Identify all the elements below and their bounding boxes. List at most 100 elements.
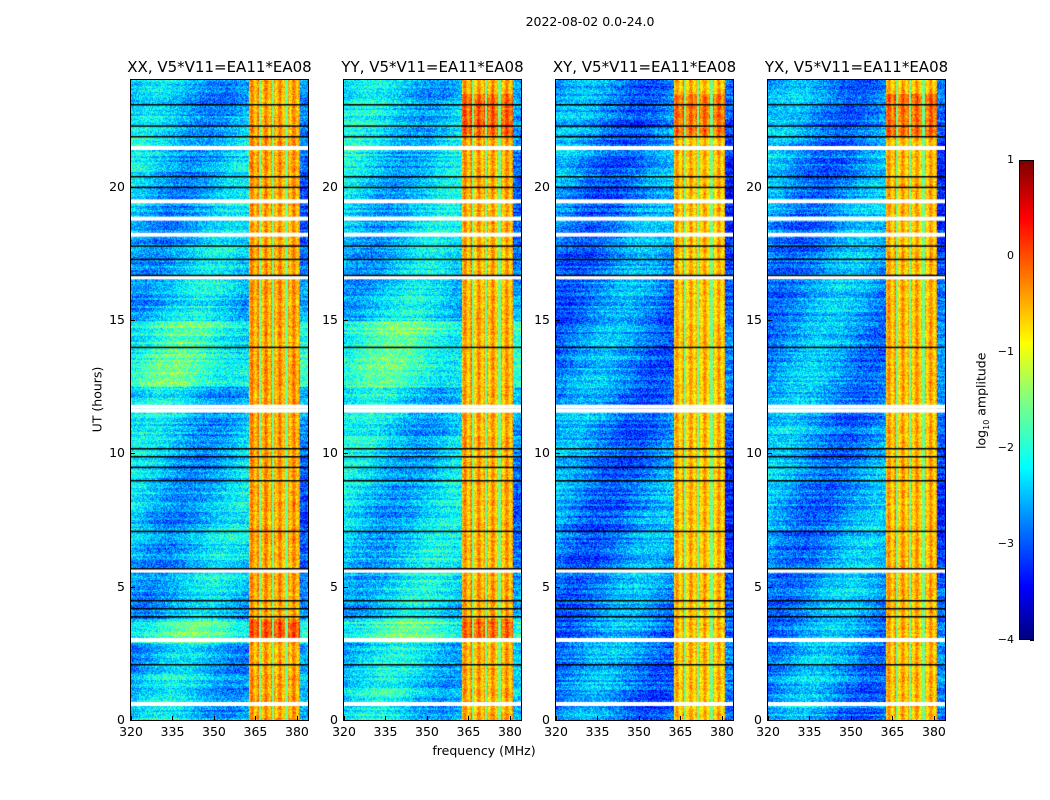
y-tick-label: 20	[109, 178, 125, 194]
x-tick-label: 335	[585, 724, 610, 739]
x-tick-label: 380	[922, 724, 946, 739]
panel-title: YX, V5*V11=EA11*EA08	[764, 58, 949, 76]
y-tick-mark	[344, 720, 348, 721]
heatmap-image	[344, 80, 521, 720]
x-tick-mark	[597, 716, 599, 720]
x-tick-mark	[255, 716, 257, 720]
x-tick-mark	[426, 716, 428, 720]
x-tick-label: 320	[332, 724, 356, 739]
y-tick-mark	[768, 720, 772, 721]
x-tick-label: 320	[119, 724, 143, 739]
y-tick-mark	[768, 320, 772, 321]
y-tick-label: 15	[534, 312, 550, 327]
x-tick-label: 350	[415, 724, 439, 739]
y-tick-label: 0	[330, 712, 338, 727]
x-tick-mark	[213, 716, 215, 720]
x-tick-mark	[892, 716, 894, 720]
y-tick-mark	[131, 320, 135, 321]
y-tick-label: 0	[754, 712, 762, 727]
y-tick-label: 10	[534, 445, 550, 461]
x-tick-mark	[172, 716, 174, 720]
colorbar-tick-mark	[1030, 640, 1034, 641]
x-tick-label: 380	[285, 724, 309, 739]
y-tick-label: 20	[746, 178, 762, 194]
x-tick-label: 320	[756, 724, 780, 739]
x-tick-mark	[296, 716, 298, 720]
y-tick-label: 10	[746, 445, 762, 461]
heatmap-image	[556, 80, 733, 720]
y-tick-mark	[131, 720, 135, 721]
y-tick-mark	[556, 186, 560, 188]
y-tick-mark	[131, 453, 135, 455]
y-tick-mark	[768, 586, 772, 588]
heatmap-image	[131, 80, 308, 720]
x-tick-label: 350	[202, 724, 226, 739]
y-tick-mark	[344, 586, 348, 588]
x-tick-mark	[809, 716, 811, 720]
heatmap-panel	[343, 79, 522, 721]
x-tick-mark	[556, 716, 557, 720]
x-tick-label: 365	[456, 724, 481, 739]
y-tick-label: 20	[322, 178, 338, 194]
panel-title: YY, V5*V11=EA11*EA08	[341, 58, 524, 76]
y-tick-mark	[768, 186, 772, 188]
colorbar-tick-label: −4	[997, 633, 1014, 646]
x-tick-label: 335	[160, 724, 185, 739]
x-tick-mark	[638, 716, 640, 720]
x-tick-label: 335	[797, 724, 822, 739]
x-axis-label: frequency (MHz)	[432, 743, 536, 758]
x-tick-mark	[131, 716, 132, 720]
colorbar-label: log10 amplitude	[973, 352, 991, 449]
panel-title: XY, V5*V11=EA11*EA08	[552, 58, 737, 76]
x-tick-label: 350	[839, 724, 863, 739]
y-tick-mark	[556, 720, 560, 721]
x-tick-mark	[721, 716, 723, 720]
heatmap-image	[768, 80, 945, 720]
y-tick-label: 15	[322, 312, 338, 327]
x-tick-label: 380	[498, 724, 522, 739]
x-tick-label: 320	[544, 724, 568, 739]
y-tick-label: 5	[330, 578, 338, 594]
y-tick-label: 15	[746, 312, 762, 327]
y-axis-label: UT (hours)	[89, 366, 105, 433]
x-tick-mark	[509, 716, 511, 720]
colorbar	[1019, 160, 1034, 640]
y-tick-label: 15	[109, 312, 125, 327]
x-tick-mark	[344, 716, 345, 720]
y-tick-label: 0	[542, 712, 550, 727]
x-tick-label: 350	[627, 724, 651, 739]
x-tick-mark	[385, 716, 387, 720]
y-tick-mark	[556, 320, 560, 321]
x-tick-mark	[680, 716, 682, 720]
y-tick-mark	[556, 453, 560, 455]
y-tick-label: 5	[542, 578, 550, 594]
x-tick-label: 380	[710, 724, 734, 739]
x-tick-mark	[768, 716, 769, 720]
y-tick-label: 10	[322, 445, 338, 461]
panel-title: XX, V5*V11=EA11*EA08	[127, 58, 312, 76]
colorbar-tick-label: −3	[997, 537, 1014, 550]
colorbar-tick-label: 0	[1007, 249, 1014, 262]
x-tick-mark	[850, 716, 852, 720]
x-tick-label: 365	[880, 724, 905, 739]
y-tick-mark	[344, 453, 348, 455]
x-tick-label: 365	[668, 724, 693, 739]
y-tick-mark	[131, 586, 135, 588]
x-tick-label: 365	[243, 724, 268, 739]
heatmap-panel	[130, 79, 309, 721]
y-tick-mark	[344, 186, 348, 188]
y-tick-label: 0	[117, 712, 125, 727]
colorbar-tick-label: 1	[1007, 153, 1014, 166]
y-tick-mark	[131, 186, 135, 188]
y-tick-label: 20	[534, 178, 550, 194]
y-tick-label: 5	[117, 578, 125, 594]
x-tick-label: 335	[373, 724, 398, 739]
y-tick-mark	[556, 586, 560, 588]
figure-title: 2022-08-02 0.0-24.0	[525, 14, 655, 29]
colorbar-tick-label: −1	[997, 345, 1014, 358]
x-tick-mark	[933, 716, 935, 720]
x-tick-mark	[468, 716, 470, 720]
heatmap-panel	[555, 79, 734, 721]
y-tick-mark	[768, 453, 772, 455]
y-tick-label: 5	[754, 578, 762, 594]
